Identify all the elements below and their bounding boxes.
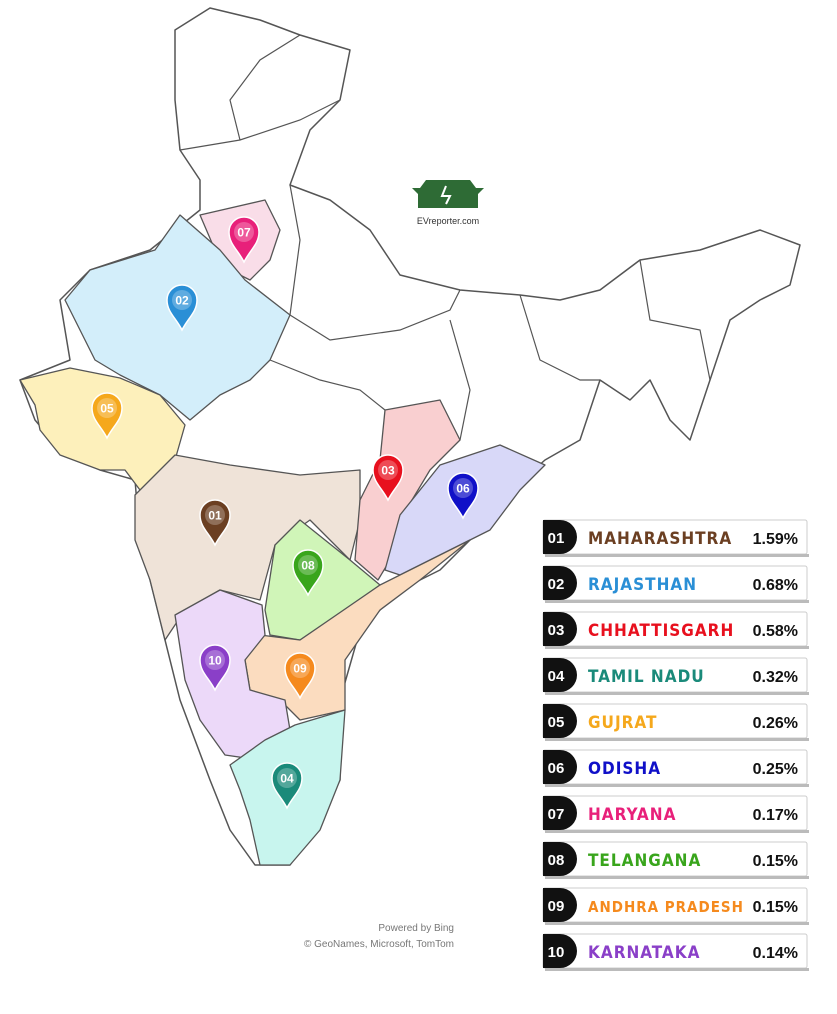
pin [228, 216, 260, 264]
pin-label: 09 [293, 662, 307, 676]
row-shadow [545, 968, 809, 971]
row-shadow [545, 876, 809, 879]
pin [199, 499, 231, 547]
row-shadow [545, 554, 809, 557]
state-name: RAJASTHAN [588, 575, 697, 595]
pin [372, 454, 404, 502]
border [289, 184, 301, 316]
rank-badge [543, 842, 577, 876]
pin-inner [97, 398, 117, 418]
state-share: 0.32% [753, 669, 798, 686]
border [289, 289, 461, 341]
state-name: MAHARASHTRA [588, 529, 732, 549]
row-shadow [545, 738, 809, 741]
pin-label: 10 [208, 654, 222, 668]
state-share: 0.68% [753, 577, 798, 594]
ranking-list: 01 MAHARASHTRA 1.59% 02 RAJASTHAN 0.68% 03 CHHA… [542, 519, 809, 971]
rank-label: 06 [548, 760, 565, 777]
attribution: © GeoNames, Microsoft, TomTom [304, 939, 454, 950]
pin-label: 03 [381, 464, 395, 478]
pin-label: 02 [175, 294, 189, 308]
row-shadow [545, 784, 809, 787]
pin [284, 652, 316, 700]
border [269, 359, 386, 411]
rank-label: 04 [548, 668, 565, 685]
logo-bolt [440, 185, 452, 205]
rank-badge [543, 750, 577, 784]
pin-label: 04 [280, 772, 294, 786]
border [179, 99, 341, 151]
pin-label: 08 [301, 559, 315, 573]
logo: EVreporter.com [412, 180, 484, 226]
rank-badge [543, 888, 577, 922]
state-share: 0.15% [753, 899, 798, 916]
pins: 01 02 03 04 05 06 07 08 09 10 [91, 216, 479, 810]
row-shadow [545, 922, 809, 925]
borders [179, 34, 711, 441]
pin-label: 05 [100, 402, 114, 416]
rank-label: 07 [548, 806, 565, 823]
pin [199, 644, 231, 692]
rank-badge [543, 612, 577, 646]
logo-text: EVreporter.com [417, 216, 479, 226]
state-name: GUJRAT [588, 713, 657, 733]
rank-label: 02 [548, 576, 565, 593]
row-shadow [545, 830, 809, 833]
state-share: 1.59% [753, 531, 798, 548]
rank-label: 09 [548, 898, 565, 915]
pin-inner [172, 290, 192, 310]
rank-badge [543, 704, 577, 738]
rank-label: 01 [548, 530, 565, 547]
state-share: 0.26% [753, 715, 798, 732]
pin-inner [290, 658, 310, 678]
row-shadow [545, 600, 809, 603]
state-share: 0.17% [753, 807, 798, 824]
state-name: HARYANA [588, 805, 676, 825]
pin-inner [298, 555, 318, 575]
state-name: TAMIL NADU [588, 667, 705, 687]
pin-inner [378, 460, 398, 480]
rank-badge [543, 658, 577, 692]
state-name: KARNATAKA [588, 943, 700, 963]
state-karnataka [174, 589, 291, 761]
pin-label: 06 [456, 482, 470, 496]
attribution: Powered by Bing [378, 923, 454, 934]
state-share: 0.14% [753, 945, 798, 962]
rank-badge [543, 566, 577, 600]
pin-label: 01 [208, 509, 222, 523]
rank-label: 03 [548, 622, 565, 639]
border [229, 34, 301, 141]
row-shadow [545, 646, 809, 649]
rank-label: 08 [548, 852, 565, 869]
logo-icon [412, 180, 484, 208]
pin [271, 762, 303, 810]
rank-label: 10 [548, 944, 565, 961]
pin [91, 392, 123, 440]
border [639, 259, 711, 381]
rank-badge [543, 520, 577, 554]
pin-inner [205, 650, 225, 670]
row-shadow [545, 692, 809, 695]
pin-inner [453, 478, 473, 498]
state-name: ANDHRA PRADESH [588, 898, 744, 916]
border [449, 319, 471, 441]
pin-inner [277, 768, 297, 788]
state-share: 0.58% [753, 623, 798, 640]
state-share: 0.15% [753, 853, 798, 870]
pin-inner [205, 505, 225, 525]
rank-label: 05 [548, 714, 565, 731]
rank-badge [543, 796, 577, 830]
border [519, 294, 600, 381]
pin [166, 284, 198, 332]
pin-label: 07 [237, 226, 251, 240]
state-name: ODISHA [588, 759, 661, 779]
state-share: 0.25% [753, 761, 798, 778]
state-name: CHHATTISGARH [588, 621, 734, 641]
state-name: TELANGANA [588, 851, 701, 871]
pin [447, 472, 479, 520]
pin [292, 549, 324, 597]
rank-badge [543, 934, 577, 968]
pin-inner [234, 222, 254, 242]
